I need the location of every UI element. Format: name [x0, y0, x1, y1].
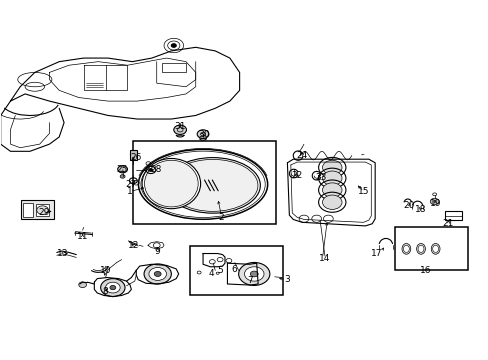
Text: 2: 2 [218, 213, 224, 222]
Circle shape [171, 44, 176, 47]
Circle shape [322, 160, 341, 175]
Ellipse shape [432, 245, 438, 252]
Text: 12: 12 [127, 241, 139, 250]
Circle shape [244, 267, 264, 281]
Text: 7: 7 [247, 276, 253, 285]
Bar [445, 211, 462, 220]
Bar [161, 63, 185, 72]
Text: 6: 6 [230, 265, 236, 274]
Circle shape [429, 198, 438, 205]
Circle shape [322, 195, 341, 210]
Text: 27: 27 [125, 180, 137, 189]
Circle shape [250, 271, 258, 277]
Text: 22: 22 [291, 171, 302, 180]
Text: 15: 15 [358, 187, 369, 196]
Text: 23: 23 [315, 173, 326, 182]
Ellipse shape [144, 160, 198, 207]
Circle shape [149, 168, 153, 171]
Bar [133, 141, 276, 224]
Text: 11: 11 [77, 232, 88, 241]
Text: 20: 20 [403, 201, 414, 210]
Circle shape [144, 264, 171, 284]
Bar [189, 246, 282, 296]
Text: 29: 29 [38, 208, 49, 217]
Text: 16: 16 [419, 266, 431, 275]
Ellipse shape [417, 245, 423, 252]
Ellipse shape [430, 243, 439, 254]
Text: 26: 26 [130, 153, 142, 162]
Bar [394, 227, 467, 270]
Circle shape [149, 267, 166, 280]
Circle shape [197, 130, 208, 138]
Text: 9: 9 [155, 247, 160, 256]
Ellipse shape [138, 149, 267, 219]
Circle shape [322, 171, 341, 185]
Text: 18: 18 [414, 205, 426, 214]
Circle shape [154, 271, 161, 276]
Circle shape [238, 262, 269, 285]
Text: 1: 1 [127, 187, 133, 196]
Circle shape [118, 166, 127, 173]
Circle shape [101, 279, 125, 297]
Text: 8: 8 [102, 287, 108, 296]
Text: 28: 28 [150, 166, 161, 175]
Text: 3: 3 [284, 275, 290, 284]
Bar [36, 204, 49, 216]
Text: 13: 13 [57, 249, 69, 258]
Circle shape [105, 282, 120, 293]
Text: 30: 30 [198, 130, 210, 139]
Bar [21, 200, 54, 219]
Circle shape [120, 175, 125, 178]
Circle shape [173, 125, 186, 134]
Text: 24: 24 [296, 151, 307, 160]
Text: 25: 25 [116, 166, 127, 175]
Ellipse shape [142, 158, 200, 209]
Text: 17: 17 [370, 249, 382, 258]
Circle shape [79, 282, 86, 288]
Text: 14: 14 [319, 254, 330, 263]
Text: 4: 4 [208, 269, 214, 278]
Ellipse shape [401, 243, 410, 254]
Ellipse shape [416, 243, 425, 254]
Bar [23, 203, 33, 217]
Text: 5: 5 [217, 266, 223, 275]
Circle shape [37, 206, 48, 215]
Text: 21: 21 [442, 219, 453, 228]
Ellipse shape [403, 245, 408, 252]
Bar [130, 149, 137, 160]
Circle shape [110, 285, 116, 290]
Ellipse shape [165, 158, 260, 213]
Text: 19: 19 [429, 199, 441, 208]
Text: 31: 31 [174, 122, 185, 131]
Circle shape [322, 183, 341, 197]
Text: 10: 10 [100, 266, 111, 275]
